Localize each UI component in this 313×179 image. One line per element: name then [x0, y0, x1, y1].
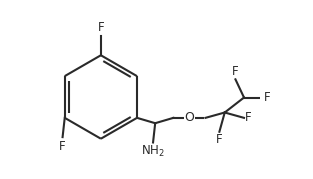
Text: NH$_2$: NH$_2$ [141, 144, 165, 159]
Text: F: F [232, 65, 239, 78]
Text: F: F [98, 21, 104, 34]
Text: F: F [59, 140, 66, 153]
Text: F: F [264, 91, 271, 104]
Text: F: F [245, 111, 252, 124]
Text: O: O [184, 111, 194, 124]
Text: F: F [216, 133, 223, 146]
